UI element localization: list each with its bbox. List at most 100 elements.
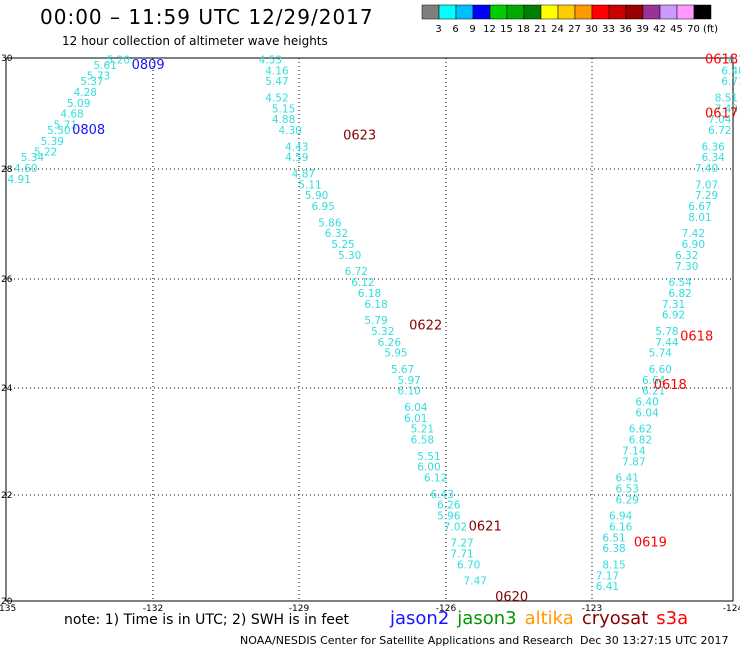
wave-height-value: 8.15 [602, 559, 625, 571]
wave-height-value: 7.42 [682, 228, 705, 240]
y-tick-label: 26 [1, 275, 13, 285]
wave-height-value: 6.00 [417, 462, 440, 474]
wave-height-value: 5.78 [655, 326, 678, 338]
wave-height-value: 6.94 [609, 511, 633, 523]
wave-height-value: 4.91 [8, 174, 31, 186]
wave-height-value: 6.71 [721, 76, 740, 88]
pass-time-label: 0808 [72, 123, 105, 138]
wave-height-value: 6.04 [635, 407, 659, 419]
wave-height-value: 6.90 [682, 239, 705, 251]
wave-height-value: 4.60 [14, 163, 37, 175]
wave-height-value: 6.67 [688, 201, 711, 213]
colorbar-tick-label: (ft) [703, 24, 718, 35]
wave-height-value: 6.71 [728, 54, 740, 66]
wave-height-value: 4.68 [60, 109, 83, 121]
wave-height-value: 8.01 [688, 212, 711, 224]
pass-time-label: 0617 [705, 107, 738, 122]
pass-time-label: 0618 [680, 329, 713, 344]
wave-height-value: 4.28 [74, 87, 97, 99]
wave-height-value: 7.27 [450, 538, 473, 550]
y-tick-label: 24 [1, 384, 13, 394]
wave-height-value: 7.02 [444, 521, 467, 533]
wave-height-value: 6.26 [378, 337, 402, 349]
wave-height-value: 6.48 [721, 65, 740, 77]
wave-height-value: 5.09 [67, 98, 90, 110]
wave-height-value: 5.30 [338, 250, 361, 262]
wave-height-value: 6.53 [616, 483, 639, 495]
wave-height-value: 6.72 [708, 125, 731, 137]
wave-height-value: 5.74 [649, 348, 673, 360]
wave-height-value: 4.88 [272, 114, 295, 126]
colorbar: 3 6 9 12 15 18 21 24 27 30 33 36 39 42 45 70 (ft) [421, 4, 718, 35]
wave-height-value: 6.12 [351, 277, 374, 289]
wave-height-value: 7.47 [464, 576, 487, 588]
wave-height-value: 8.51 [715, 92, 738, 104]
colorbar-tick-label: 15 [500, 24, 513, 35]
y-tick-label: 28 [1, 165, 13, 175]
wave-height-value: 6.92 [662, 310, 685, 322]
wave-height-value: 4.87 [292, 168, 315, 180]
wave-height-value: 6.18 [358, 288, 381, 300]
wave-height-value: 5.50 [47, 125, 70, 137]
wave-height-value: 7.07 [695, 179, 718, 191]
pass-time-label: 0623 [343, 128, 376, 143]
wave-height-value: 5.34 [21, 152, 45, 164]
wave-height-value: 6.01 [404, 413, 427, 425]
wave-height-value: 6.40 [635, 397, 658, 409]
wave-height-value: 6.82 [629, 435, 652, 447]
legend-item-altika: altika [524, 608, 574, 629]
wave-height-value: 5.25 [331, 239, 354, 251]
y-tick-label: 22 [1, 491, 12, 501]
wave-height-value: 6.32 [325, 228, 348, 240]
wave-height-value: 5.71 [54, 120, 77, 132]
wave-height-value: 5.79 [364, 315, 387, 327]
footer-credit: NOAA/NESDIS Center for Satellite Applica… [240, 634, 574, 647]
wave-height-value: 5.90 [305, 190, 328, 202]
wave-height-value: 4.30 [278, 125, 301, 137]
wave-height-value: 6.72 [345, 266, 368, 278]
wave-height-value: 6.36 [701, 141, 725, 153]
wave-height-value: 7.44 [655, 337, 679, 349]
colorbar-tick-label: 3 [435, 24, 441, 35]
wave-height-value: 4.53 [259, 54, 282, 66]
footer-timestamp: Dec 30 13:27:15 UTC 2017 [580, 634, 729, 647]
colorbar-tick-label: 70 [687, 24, 700, 35]
wave-height-value: 6.16 [609, 521, 633, 533]
colorbar-tick-label: 18 [517, 24, 530, 35]
wave-height-value: 6.38 [602, 543, 625, 555]
wave-height-value: 6.95 [312, 201, 335, 213]
wave-height-value: 6.21 [642, 386, 665, 398]
wave-height-value: 6.32 [675, 250, 698, 262]
wave-height-value: 5.73 [87, 71, 110, 83]
colorbar-tick-label: 21 [534, 24, 547, 35]
wave-height-value: 6.41 [596, 581, 619, 593]
colorbar-tick-label: 27 [568, 24, 581, 35]
map-frame [5, 57, 734, 602]
colorbar-tick-label: 12 [483, 24, 496, 35]
x-tick-label: -124 [723, 604, 740, 614]
wave-height-value: 6.29 [616, 494, 639, 506]
wave-height-value: 5.67 [391, 364, 414, 376]
wave-height-value: 5.97 [397, 375, 420, 387]
wave-height-value: 6.34 [701, 152, 725, 164]
wave-height-value: 6.41 [616, 473, 639, 485]
wave-height-value: 5.11 [298, 179, 321, 191]
x-tick-label: -135 [0, 604, 16, 614]
wave-height-value: 6.26 [437, 500, 461, 512]
x-tick-label: -132 [143, 604, 163, 614]
wave-height-value: 7.31 [662, 299, 685, 311]
wave-height-value: 5.95 [384, 348, 407, 360]
wave-height-value: 4.52 [265, 92, 288, 104]
wave-height-value: 5.96 [437, 511, 461, 523]
x-tick-label: -123 [582, 604, 602, 614]
wave-height-value: 5.39 [41, 136, 64, 148]
wave-height-value: 5.22 [34, 147, 57, 159]
wave-height-value: 6.70 [457, 559, 480, 571]
wave-height-value: 7.14 [622, 445, 646, 457]
wave-height-value: 6.12 [424, 473, 447, 485]
legend-item-jason3: jason3 [457, 608, 517, 629]
wave-height-value: 6.60 [649, 364, 672, 376]
colorbar-tick-label: 33 [602, 24, 615, 35]
wave-height-value: 6.51 [602, 532, 625, 544]
